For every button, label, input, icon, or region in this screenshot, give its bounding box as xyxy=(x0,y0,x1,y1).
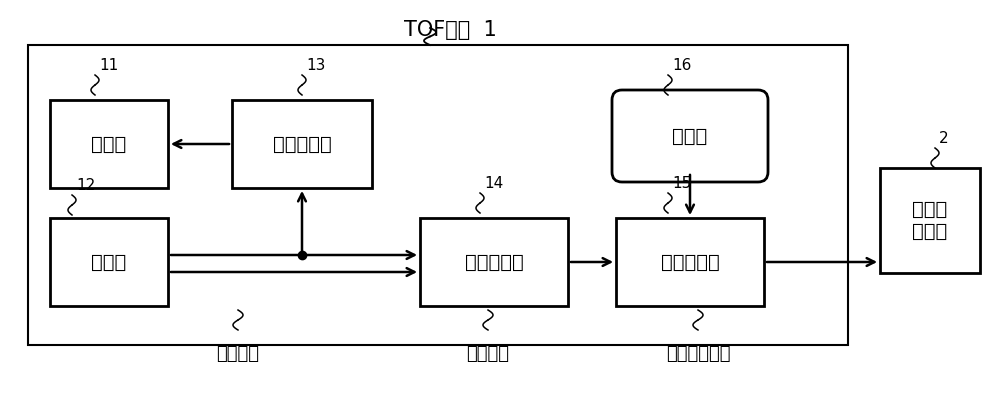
Text: 距离数据: 距离数据 xyxy=(466,345,510,363)
Bar xyxy=(880,168,980,273)
Text: 14: 14 xyxy=(484,176,503,191)
Text: 16: 16 xyxy=(672,58,691,73)
Text: 距离计算部: 距离计算部 xyxy=(465,253,523,271)
Text: 距离修正部: 距离修正部 xyxy=(661,253,719,271)
Text: TOF装置  1: TOF装置 1 xyxy=(404,20,496,40)
Text: 发光部: 发光部 xyxy=(91,134,127,154)
Text: 发光控制部: 发光控制部 xyxy=(273,134,331,154)
Text: 12: 12 xyxy=(76,178,95,193)
Text: 15: 15 xyxy=(672,176,691,191)
Bar xyxy=(50,100,168,188)
Bar xyxy=(28,45,848,345)
Text: 距离修正数据: 距离修正数据 xyxy=(666,345,730,363)
Bar xyxy=(420,218,568,306)
Text: 修正式: 修正式 xyxy=(672,126,708,146)
Text: 2: 2 xyxy=(939,131,949,146)
Bar xyxy=(50,218,168,306)
Text: 受光部: 受光部 xyxy=(91,253,127,271)
Text: 外部处
理装置: 外部处 理装置 xyxy=(912,200,948,241)
FancyBboxPatch shape xyxy=(612,90,768,182)
Text: 11: 11 xyxy=(99,58,118,73)
Bar xyxy=(232,100,372,188)
Text: 13: 13 xyxy=(306,58,325,73)
Text: 受光数据: 受光数据 xyxy=(216,345,260,363)
Bar xyxy=(616,218,764,306)
